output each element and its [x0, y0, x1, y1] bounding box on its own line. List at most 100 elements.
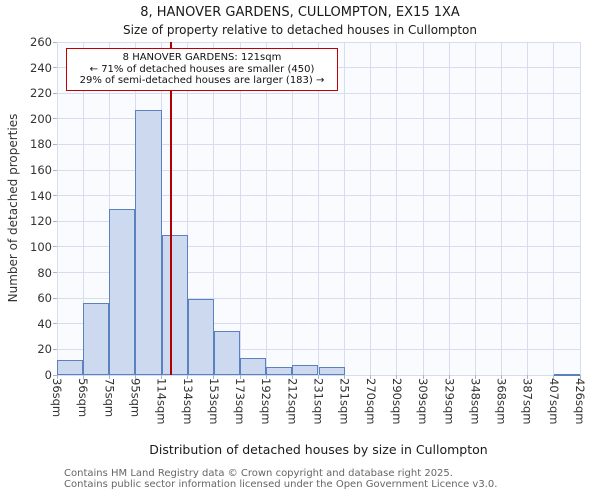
x-tick-mark — [56, 375, 58, 379]
x-tick-label: 192sqm — [259, 378, 274, 425]
v-gridline — [57, 42, 58, 375]
histogram-bar — [135, 109, 162, 375]
v-gridline — [344, 42, 346, 375]
v-gridline — [448, 42, 450, 375]
chart-title: 8, HANOVER GARDENS, CULLOMPTON, EX15 1XA — [140, 5, 460, 20]
x-tick-mark — [579, 375, 581, 379]
x-tick-label: 75sqm — [102, 378, 117, 418]
x-tick-label: 231sqm — [311, 378, 326, 425]
histogram-bar — [187, 299, 214, 375]
x-axis-label: Distribution of detached houses by size … — [149, 442, 488, 457]
y-tick-label: 260 — [30, 35, 52, 49]
y-tick-mark — [53, 92, 57, 94]
x-tick-mark — [265, 375, 267, 379]
y-tick-label: 220 — [30, 86, 52, 101]
x-tick-mark — [213, 375, 215, 379]
x-tick-label: 368sqm — [494, 378, 509, 425]
x-tick-mark — [239, 375, 241, 379]
x-tick-label: 134sqm — [180, 378, 195, 425]
x-tick-label: 387sqm — [520, 378, 535, 425]
y-tick-label: 120 — [30, 214, 52, 229]
x-tick-mark — [474, 375, 476, 379]
y-tick-label: 0 — [44, 368, 52, 382]
v-gridline — [213, 42, 215, 375]
x-tick-label: 212sqm — [285, 378, 300, 425]
x-tick-label: 153sqm — [206, 378, 221, 425]
y-tick-mark — [53, 297, 57, 299]
x-tick-mark — [501, 375, 503, 379]
x-tick-label: 36sqm — [50, 378, 64, 418]
v-gridline — [501, 42, 503, 375]
v-gridline — [318, 42, 319, 375]
x-tick-label: 348sqm — [468, 378, 483, 425]
histogram-bar — [109, 208, 136, 375]
x-tick-mark — [553, 375, 555, 379]
x-tick-label: 329sqm — [442, 378, 457, 425]
x-tick-mark — [422, 375, 424, 379]
x-tick-mark — [370, 375, 372, 379]
chart-subtitle: Size of property relative to detached ho… — [123, 23, 477, 37]
y-tick-mark — [53, 323, 57, 325]
histogram-bar — [57, 359, 84, 375]
x-tick-label: 407sqm — [546, 378, 561, 425]
y-tick-mark — [53, 143, 57, 145]
y-tick-mark — [53, 169, 57, 171]
y-tick-label: 100 — [30, 239, 52, 254]
y-tick-mark — [53, 348, 57, 350]
v-gridline — [239, 42, 241, 375]
x-tick-mark — [82, 375, 84, 379]
y-tick-label: 80 — [37, 265, 52, 280]
v-gridline — [579, 42, 581, 375]
footer-line2: Contains public sector information licen… — [64, 479, 498, 490]
x-tick-label: 309sqm — [416, 378, 431, 425]
histogram-bar — [318, 367, 345, 375]
v-gridline — [422, 42, 424, 375]
y-tick-mark — [53, 67, 57, 69]
v-gridline — [527, 42, 529, 375]
y-tick-mark — [53, 41, 57, 43]
x-tick-label: 173sqm — [233, 378, 248, 425]
histogram-bar — [553, 373, 580, 376]
v-gridline — [82, 42, 84, 375]
subject-marker-line — [170, 42, 172, 375]
x-tick-mark — [344, 375, 346, 379]
y-tick-mark — [53, 272, 57, 274]
v-gridline — [291, 42, 293, 375]
x-tick-mark — [161, 375, 163, 379]
y-tick-label: 160 — [30, 163, 52, 178]
v-gridline — [553, 42, 555, 375]
y-tick-mark — [53, 118, 57, 120]
y-tick-label: 40 — [37, 316, 52, 331]
y-tick-label: 180 — [30, 137, 52, 152]
x-tick-mark — [396, 375, 398, 379]
y-tick-label: 240 — [30, 60, 52, 75]
x-tick-label: 114sqm — [154, 378, 169, 425]
v-gridline — [265, 42, 267, 375]
y-tick-label: 200 — [30, 111, 52, 126]
x-tick-mark — [108, 375, 110, 379]
x-tick-label: 95sqm — [128, 378, 143, 418]
y-tick-mark — [53, 195, 57, 197]
y-tick-label: 20 — [37, 342, 52, 357]
x-tick-mark — [187, 375, 189, 379]
histogram-bar — [213, 331, 241, 375]
y-tick-mark — [53, 374, 57, 376]
x-tick-mark — [134, 375, 136, 379]
v-gridline — [187, 42, 189, 375]
x-tick-label: 270sqm — [363, 378, 378, 425]
footer: Contains HM Land Registry data © Crown c… — [64, 468, 600, 490]
v-gridline — [396, 42, 398, 375]
plot-area — [57, 42, 581, 376]
x-tick-mark — [527, 375, 529, 379]
histogram-bar — [83, 303, 110, 375]
x-tick-label: 426sqm — [573, 378, 587, 425]
annotation-line1: 8 HANOVER GARDENS: 121sqm — [122, 52, 282, 63]
footer-line1: Contains HM Land Registry data © Crown c… — [64, 468, 453, 479]
v-gridline — [474, 42, 476, 375]
x-tick-label: 56sqm — [76, 378, 91, 418]
y-tick-mark — [53, 246, 57, 248]
histogram-bar — [292, 364, 319, 375]
y-tick-label: 140 — [30, 188, 52, 203]
histogram-bar — [161, 235, 188, 375]
x-tick-label: 290sqm — [389, 378, 404, 425]
